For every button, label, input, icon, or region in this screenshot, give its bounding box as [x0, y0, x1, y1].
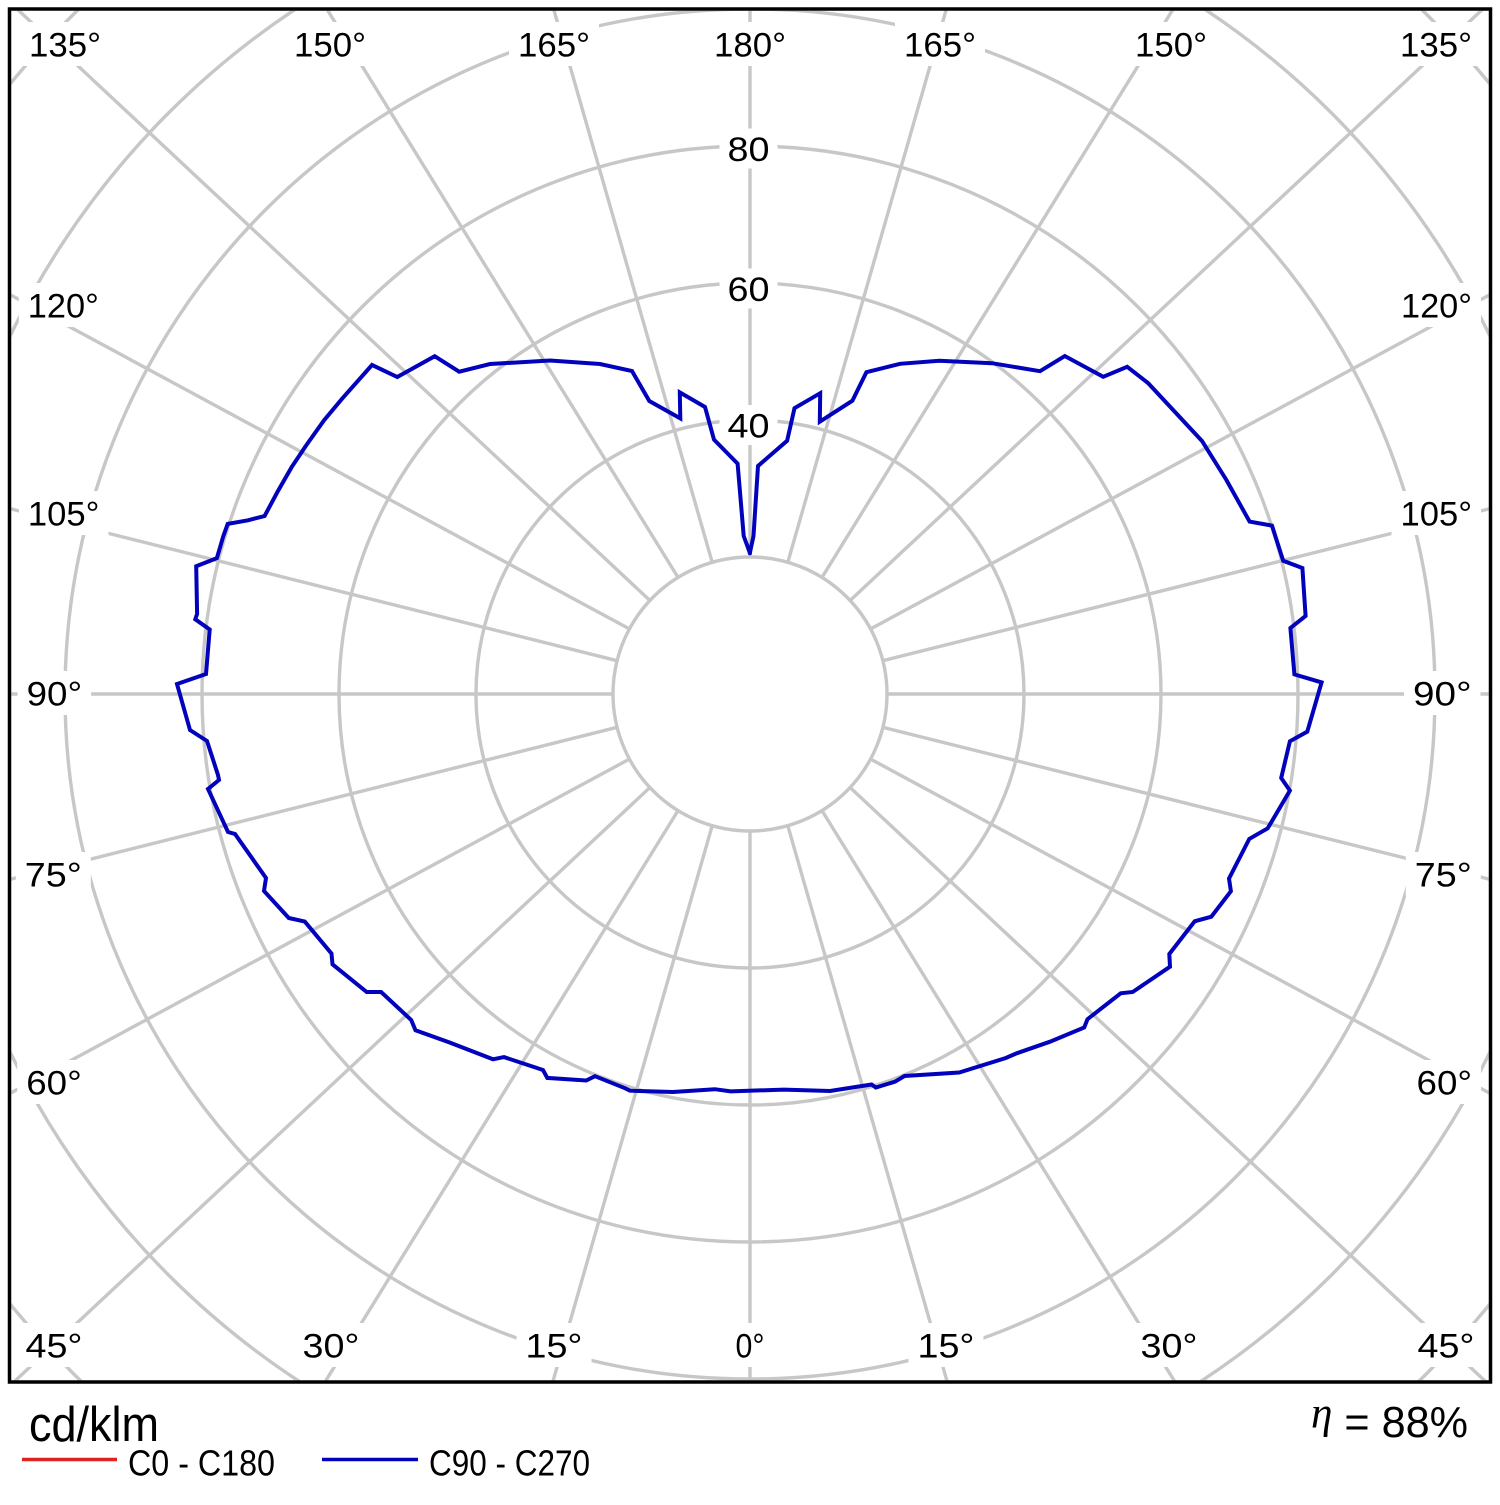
- svg-text:40: 40: [728, 408, 770, 446]
- svg-text:75°: 75°: [25, 857, 82, 895]
- svg-text:60°: 60°: [26, 1065, 82, 1103]
- svg-text:30°: 30°: [303, 1328, 360, 1366]
- svg-text:135°: 135°: [29, 27, 101, 65]
- svg-text:105°: 105°: [28, 496, 100, 534]
- svg-text:120°: 120°: [1401, 288, 1472, 326]
- svg-text:150°: 150°: [1135, 27, 1207, 65]
- svg-text:C90 - C270: C90 - C270: [429, 1443, 590, 1484]
- svg-text:C0 - C180: C0 - C180: [128, 1443, 275, 1484]
- svg-text:15°: 15°: [918, 1328, 975, 1366]
- svg-text:105°: 105°: [1401, 496, 1473, 534]
- svg-text:90°: 90°: [1413, 676, 1472, 714]
- svg-text:60: 60: [728, 271, 770, 309]
- svg-text:75°: 75°: [1415, 857, 1472, 895]
- svg-text:90°: 90°: [27, 676, 83, 714]
- svg-text:45°: 45°: [1418, 1328, 1475, 1366]
- svg-text:η = 88%: η = 88%: [1311, 1389, 1468, 1448]
- svg-text:120°: 120°: [28, 288, 99, 326]
- svg-text:15°: 15°: [526, 1328, 583, 1366]
- svg-text:80: 80: [728, 131, 770, 169]
- svg-text:30°: 30°: [1141, 1328, 1198, 1366]
- svg-text:165°: 165°: [518, 27, 590, 65]
- svg-text:0°: 0°: [736, 1328, 765, 1366]
- svg-text:60°: 60°: [1417, 1065, 1473, 1103]
- svg-text:165°: 165°: [904, 27, 976, 65]
- svg-text:180°: 180°: [714, 27, 786, 65]
- svg-text:150°: 150°: [294, 27, 366, 65]
- svg-text:135°: 135°: [1400, 27, 1472, 65]
- svg-text:cd/klm: cd/klm: [29, 1398, 159, 1452]
- svg-text:45°: 45°: [26, 1328, 83, 1366]
